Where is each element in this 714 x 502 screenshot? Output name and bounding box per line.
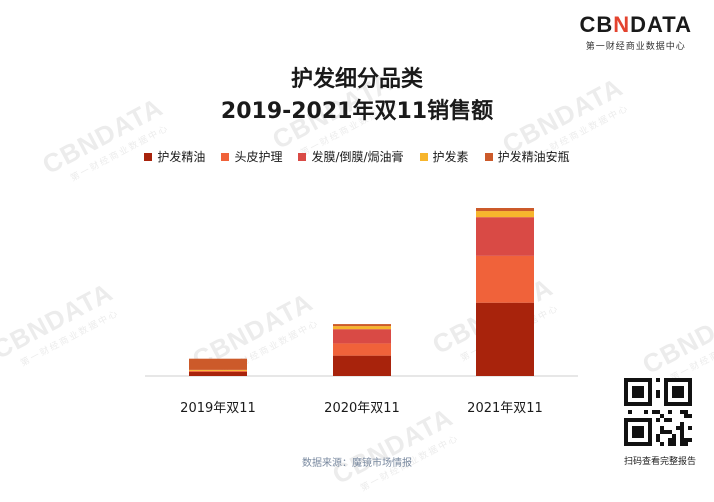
legend-swatch — [221, 152, 230, 161]
chart-title-line2: 2019-2021年双11销售额 — [220, 99, 494, 124]
data-source: 数据来源：魔镜市场情报 — [302, 458, 412, 469]
x-tick-label: 2021年双11 — [467, 401, 543, 416]
bar-segment — [476, 211, 534, 218]
legend-item: 护发精油 — [144, 148, 205, 165]
legend-swatch — [144, 152, 153, 161]
legend-label: 发膜/倒膜/焗油膏 — [311, 150, 404, 164]
bar-segment — [333, 343, 391, 356]
legend-label: 护发精油 — [157, 150, 206, 164]
bar-segment — [333, 329, 391, 344]
bar-segment — [189, 358, 247, 370]
bar-segment — [476, 255, 534, 303]
bar-segment — [189, 369, 247, 371]
legend-item: 护发精油安瓶 — [484, 148, 570, 165]
bar-segment — [333, 326, 391, 330]
legend-swatch — [484, 152, 493, 161]
qr-code — [624, 378, 692, 446]
x-tick-label: 2020年双11 — [324, 401, 400, 416]
chart-title-line1: 护发细分品类 — [290, 67, 423, 92]
brand-name: CBNDATA — [579, 12, 692, 37]
legend-item: 发膜/倒膜/焗油膏 — [298, 148, 404, 165]
bar-segment — [476, 217, 534, 256]
qr-caption: 扫码查看完整报告 — [623, 457, 696, 467]
legend-label: 头皮护理 — [234, 150, 283, 164]
legend-item: 头皮护理 — [221, 148, 282, 165]
bar-segment — [189, 371, 247, 376]
legend-item: 护发素 — [419, 148, 469, 165]
brand-subtitle: 第一财经商业数据中心 — [585, 42, 686, 52]
legend-label: 护发精油安瓶 — [497, 150, 570, 164]
legend-swatch — [298, 152, 307, 161]
legend-label: 护发素 — [432, 150, 469, 164]
bar-segment — [333, 324, 391, 327]
bar-segment — [476, 208, 534, 212]
bar-segment — [189, 370, 247, 372]
bar-segment — [333, 355, 391, 376]
legend-swatch — [419, 152, 428, 161]
chart-legend: 护发精油 头皮护理 发膜/倒膜/焗油膏 护发素 护发精油安瓶 — [0, 148, 714, 165]
bar-segment — [476, 302, 534, 376]
chart-title: 护发细分品类 2019-2021年双11销售额 — [0, 64, 714, 128]
brand-logo: CBNDATA 第一财经商业数据中心 — [579, 12, 692, 52]
x-tick-label: 2019年双11 — [180, 401, 256, 416]
